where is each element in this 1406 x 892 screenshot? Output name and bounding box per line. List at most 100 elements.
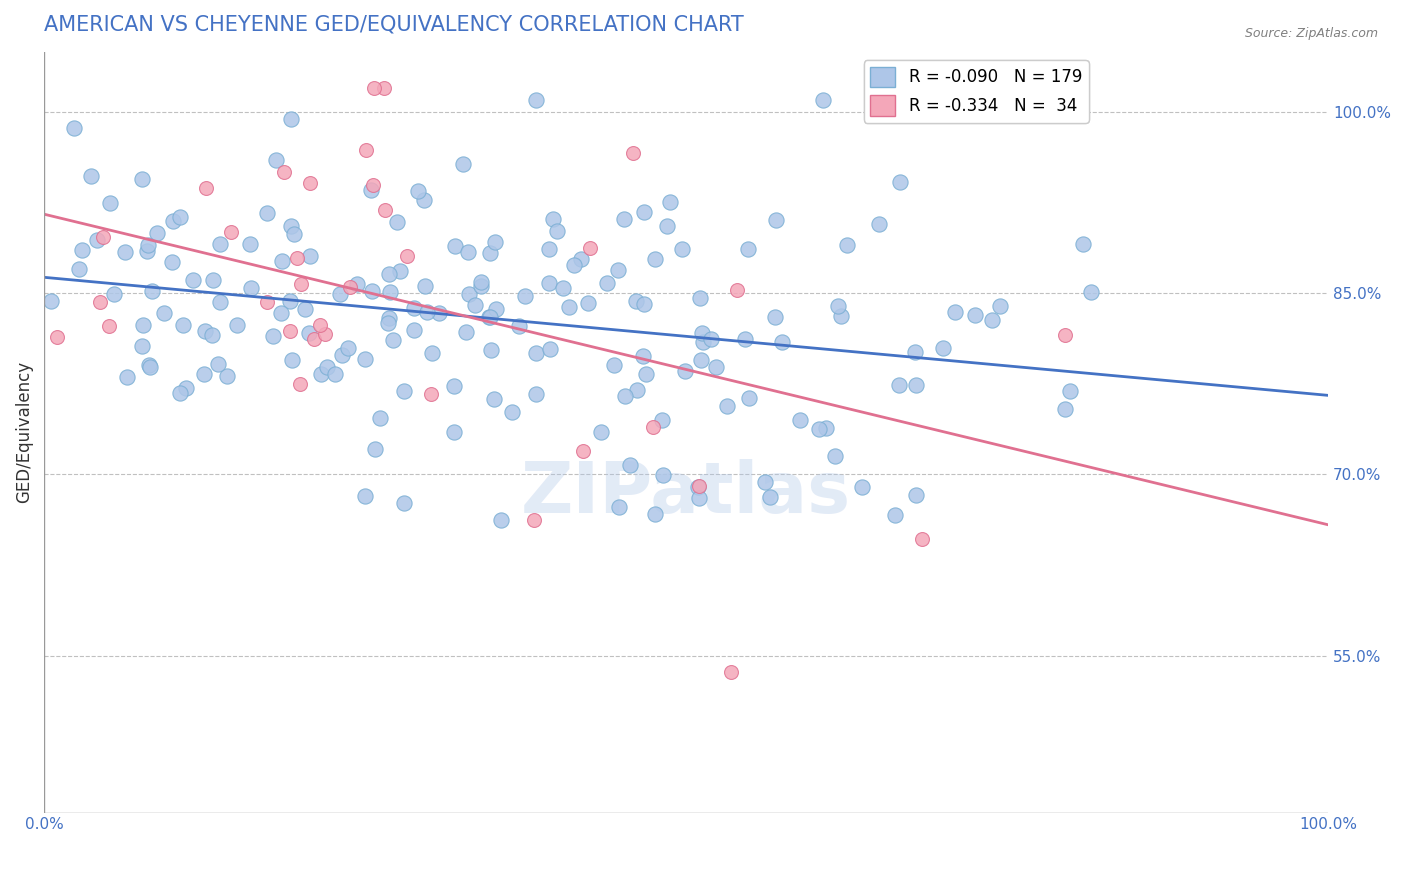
Point — [1071, 236, 1094, 251]
Point — [524, 93, 547, 107]
Point — [86, 233, 108, 247]
Point — [195, 181, 218, 195]
Point — [207, 357, 229, 371]
Point — [725, 283, 748, 297]
Point — [889, 175, 911, 189]
Point — [716, 399, 738, 413]
Point — [470, 275, 492, 289]
Point — [609, 500, 631, 514]
Point — [482, 392, 505, 406]
Point — [419, 387, 441, 401]
Point — [264, 153, 287, 167]
Point — [633, 205, 655, 219]
Point — [169, 211, 191, 225]
Point — [562, 258, 585, 272]
Point — [811, 93, 834, 107]
Point — [789, 413, 811, 427]
Point — [591, 425, 613, 439]
Point — [652, 467, 675, 482]
Point — [579, 241, 602, 255]
Point — [378, 285, 401, 299]
Point — [569, 252, 592, 267]
Point — [39, 293, 62, 308]
Point — [443, 379, 465, 393]
Point — [256, 205, 278, 219]
Point — [603, 359, 626, 373]
Point — [226, 318, 249, 333]
Point — [558, 300, 581, 314]
Point — [770, 335, 793, 350]
Point — [408, 184, 430, 198]
Point — [285, 251, 308, 265]
Text: Source: ZipAtlas.com: Source: ZipAtlas.com — [1244, 27, 1378, 40]
Point — [451, 157, 474, 171]
Y-axis label: GED/Equivalency: GED/Equivalency — [15, 361, 32, 503]
Point — [169, 386, 191, 401]
Point — [651, 413, 673, 427]
Point — [576, 296, 599, 310]
Point — [270, 253, 292, 268]
Point — [98, 318, 121, 333]
Point — [202, 273, 225, 287]
Point — [965, 309, 987, 323]
Point — [478, 310, 501, 324]
Text: AMERICAN VS CHEYENNE GED/EQUIVALENCY CORRELATION CHART: AMERICAN VS CHEYENNE GED/EQUIVALENCY COR… — [44, 15, 744, 35]
Point — [131, 339, 153, 353]
Point — [152, 306, 174, 320]
Point — [364, 442, 387, 456]
Point — [219, 226, 242, 240]
Point — [283, 227, 305, 241]
Point — [830, 310, 852, 324]
Point — [354, 143, 377, 157]
Point — [905, 488, 928, 502]
Point — [689, 291, 711, 305]
Point — [868, 217, 890, 231]
Point — [314, 327, 336, 342]
Point — [209, 294, 232, 309]
Point — [382, 333, 405, 347]
Point — [537, 242, 560, 256]
Point — [402, 301, 425, 315]
Point — [392, 496, 415, 510]
Point — [385, 215, 408, 229]
Point — [1053, 327, 1076, 342]
Point — [673, 364, 696, 378]
Point — [641, 420, 664, 434]
Point — [329, 287, 352, 301]
Point — [523, 513, 546, 527]
Point — [884, 508, 907, 523]
Point — [485, 301, 508, 316]
Point — [146, 226, 169, 240]
Point — [524, 387, 547, 401]
Point — [336, 341, 359, 355]
Point — [80, 169, 103, 184]
Point — [298, 326, 321, 341]
Point — [479, 343, 502, 357]
Point — [1053, 402, 1076, 417]
Point — [72, 244, 94, 258]
Point — [824, 449, 846, 463]
Point — [851, 480, 873, 494]
Point — [138, 358, 160, 372]
Point — [634, 367, 657, 381]
Point — [278, 324, 301, 338]
Point — [513, 289, 536, 303]
Point — [734, 332, 756, 346]
Point — [138, 359, 160, 374]
Point — [135, 244, 157, 258]
Point — [280, 112, 302, 126]
Point — [981, 313, 1004, 327]
Point — [103, 287, 125, 301]
Point — [299, 176, 322, 190]
Point — [458, 287, 481, 301]
Point — [737, 242, 759, 256]
Point — [904, 344, 927, 359]
Point — [614, 389, 637, 403]
Point — [1080, 285, 1102, 299]
Point — [659, 195, 682, 210]
Point — [692, 335, 714, 350]
Point — [361, 284, 384, 298]
Point — [765, 213, 787, 227]
Point — [416, 305, 439, 319]
Point — [239, 237, 262, 252]
